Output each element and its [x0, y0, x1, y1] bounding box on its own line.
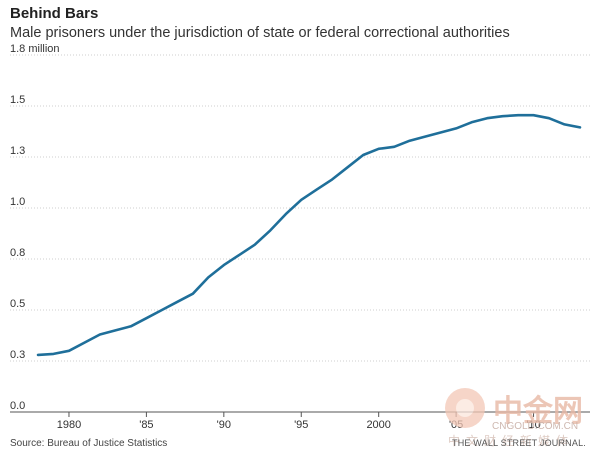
y-axis-ticks: 0.0 0.3 0.5 0.8 1.0 1.3 1.5 1.8 million	[10, 43, 60, 412]
watermark-logo-icon	[445, 388, 485, 428]
y-tick-label: 1.5	[10, 94, 25, 106]
x-tick-label: '10	[526, 419, 540, 431]
watermark-subtitle: 中文财经新媒体	[448, 434, 575, 448]
chart-title: Behind Bars	[10, 5, 99, 22]
source-note: Source: Bureau of Justice Statistics	[10, 438, 168, 449]
watermark-url: CNGOLD.COM.CN	[492, 421, 579, 432]
x-tick-label: '95	[294, 419, 308, 431]
x-tick-label: '85	[139, 419, 153, 431]
x-tick-label: 1980	[57, 419, 81, 431]
y-tick-label: 0.5	[10, 298, 25, 310]
x-tick-label: 2000	[366, 419, 390, 431]
series-line	[36, 113, 582, 357]
y-tick-label: 0.8	[10, 247, 25, 259]
y-tick-label: 1.0	[10, 196, 25, 208]
gridlines	[10, 54, 590, 413]
y-tick-label: 0.3	[10, 349, 25, 361]
publisher-credit: THE WALL STREET JOURNAL.	[452, 438, 586, 448]
x-tick-label: '90	[217, 419, 231, 431]
watermark-name: 中金网	[493, 394, 583, 429]
series-group	[36, 113, 582, 357]
y-tick-label: 0.0	[10, 400, 25, 412]
y-tick-label: 1.3	[10, 145, 25, 157]
y-tick-label: 1.8 million	[10, 43, 60, 55]
chart-subtitle: Male prisoners under the jurisdiction of…	[10, 25, 510, 41]
